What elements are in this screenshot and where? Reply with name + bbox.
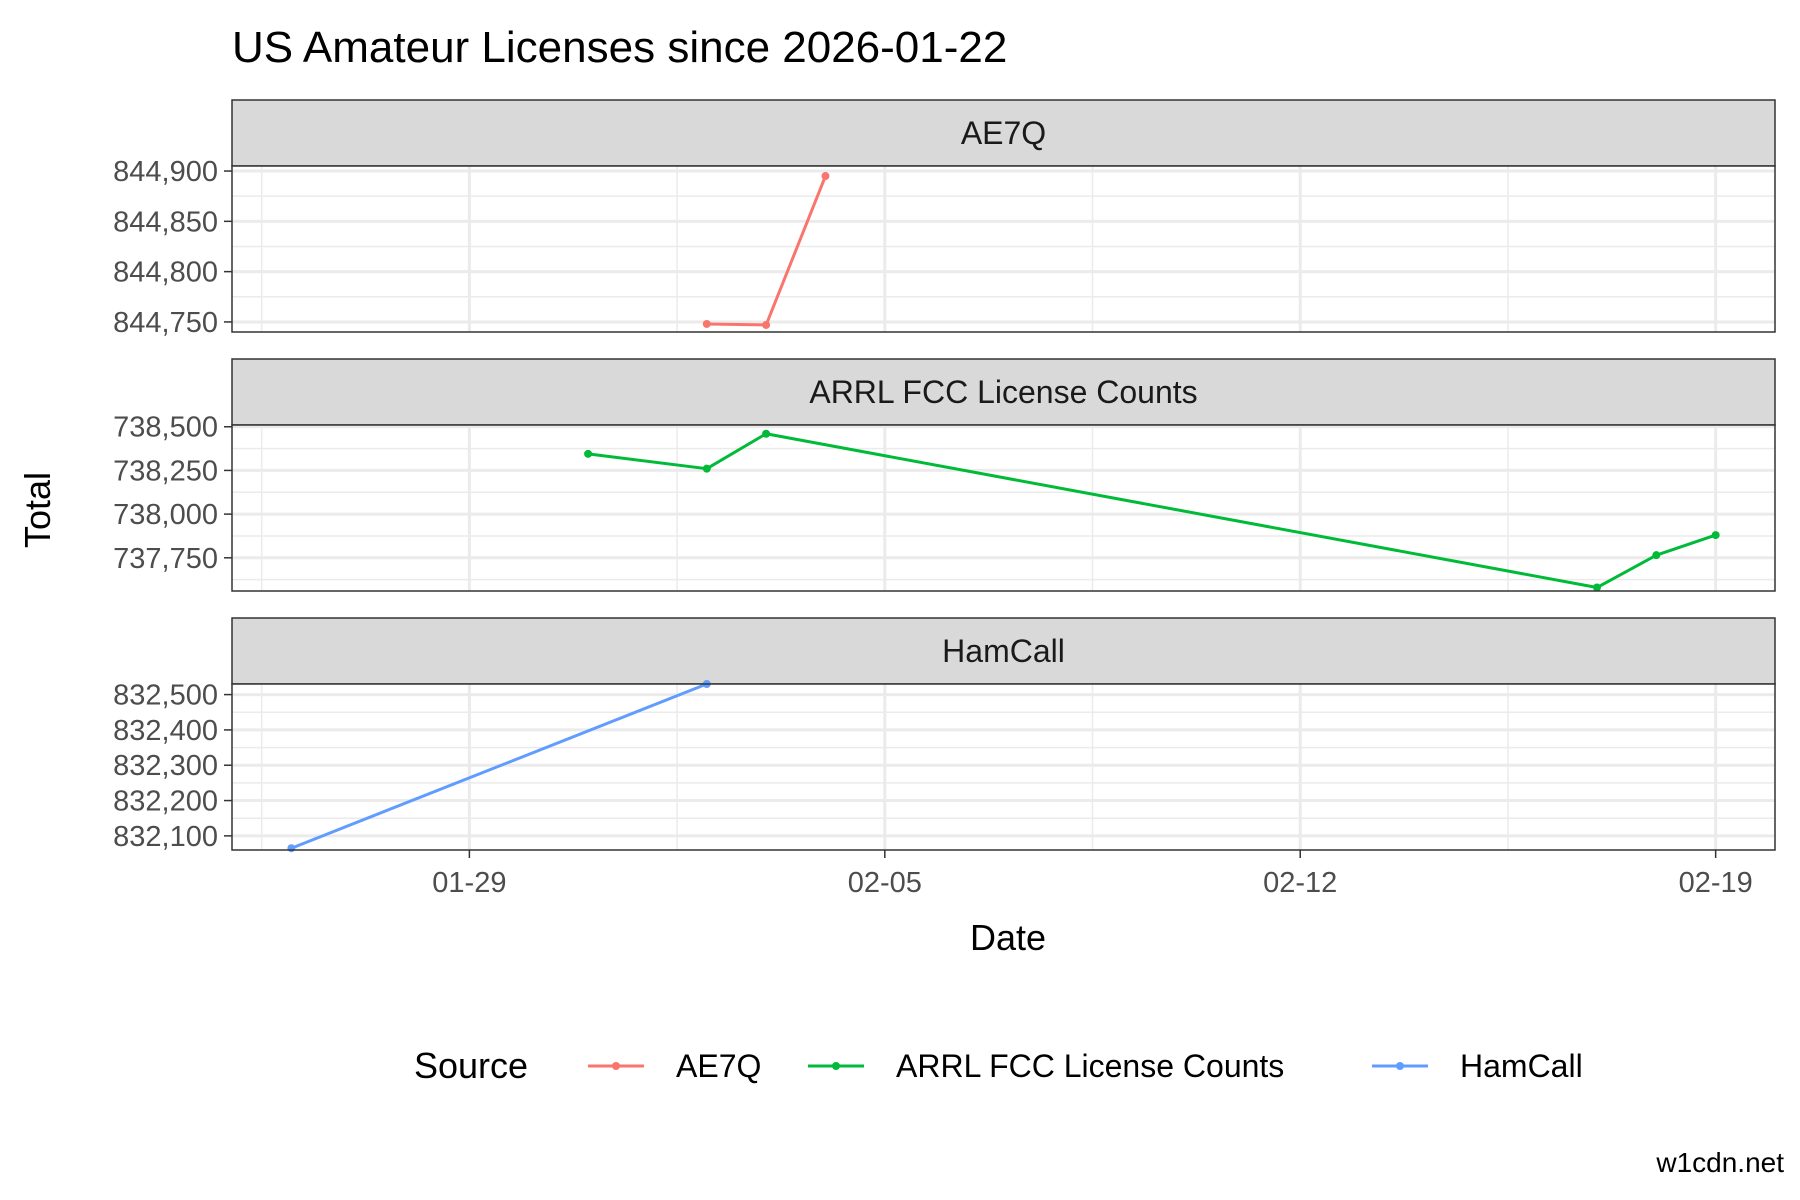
data-point [702,319,711,328]
plot-area [232,166,1775,332]
data-point [1711,531,1720,540]
legend-item: HamCall [1372,1048,1583,1084]
data-point [584,449,593,458]
chart-title: US Amateur Licenses since 2026-01-22 [232,23,1007,72]
plot-area [232,684,1775,850]
facet-strip [231,99,1776,167]
y-tick-label: 832,200 [113,786,218,818]
y-tick-label: 844,800 [113,257,218,289]
y-tick-label: 832,300 [113,750,218,782]
facet-panels: AE7Q 844,750 844,800 844,850 844,900 ARRL FCC… [113,99,1776,853]
facet-panel: AE7Q 844,750 844,800 844,850 844,900 [113,99,1776,339]
facet-strip-label: HamCall [942,633,1065,669]
x-axis-title: Date [970,917,1046,958]
data-point [702,464,711,473]
data-point [821,172,830,181]
y-tick-label: 832,500 [113,680,218,712]
legend-key-point [832,1062,840,1070]
y-tick-label: 737,750 [113,543,218,575]
x-tick-label: 02-05 [848,867,922,899]
facet-panel: ARRL FCC License Counts 737,750 738,000 738… [113,358,1776,592]
panel-border [231,424,1776,592]
legend: Source AE7Q ARRL FCC License Counts HamCal… [414,1045,1583,1086]
y-tick-label: 738,500 [113,412,218,444]
data-point [287,844,296,853]
x-tick-label: 02-19 [1679,867,1753,899]
legend-label: AE7Q [676,1048,761,1084]
facet-strip [231,617,1776,685]
y-tick-label: 844,850 [113,206,218,238]
legend-label: HamCall [1460,1048,1583,1084]
legend-key-point [612,1062,620,1070]
legend-key-point [1396,1062,1404,1070]
y-axis-title: Total [17,472,58,548]
data-point [1652,551,1661,560]
y-tick-label: 738,000 [113,499,218,531]
series-line [587,432,1717,590]
legend-item: ARRL FCC License Counts [808,1048,1284,1084]
y-tick-label: 844,900 [113,156,218,188]
x-tick-label: 01-29 [432,867,506,899]
y-tick-label: 832,400 [113,715,218,747]
data-point [1592,583,1601,592]
facet-strip-label: ARRL FCC License Counts [809,374,1197,410]
plot-area [232,425,1775,591]
series-line [290,682,708,850]
x-axis: 01-29 02-05 02-12 02-19 [432,850,1753,899]
data-point [762,429,771,438]
legend-title: Source [414,1045,528,1086]
caption: w1cdn.net [1655,1147,1784,1178]
legend-items: AE7Q ARRL FCC License Counts HamCall [588,1048,1583,1084]
facet-strip [231,358,1776,426]
legend-item: AE7Q [588,1048,761,1084]
panel-border [231,165,1776,333]
panel-border [231,683,1776,851]
y-tick-label: 844,750 [113,307,218,339]
data-point [762,320,771,329]
facet-strip-label: AE7Q [961,115,1046,151]
y-tick-label: 832,100 [113,821,218,853]
y-tick-label: 738,250 [113,455,218,487]
legend-label: ARRL FCC License Counts [896,1048,1284,1084]
x-tick-label: 02-12 [1263,867,1337,899]
